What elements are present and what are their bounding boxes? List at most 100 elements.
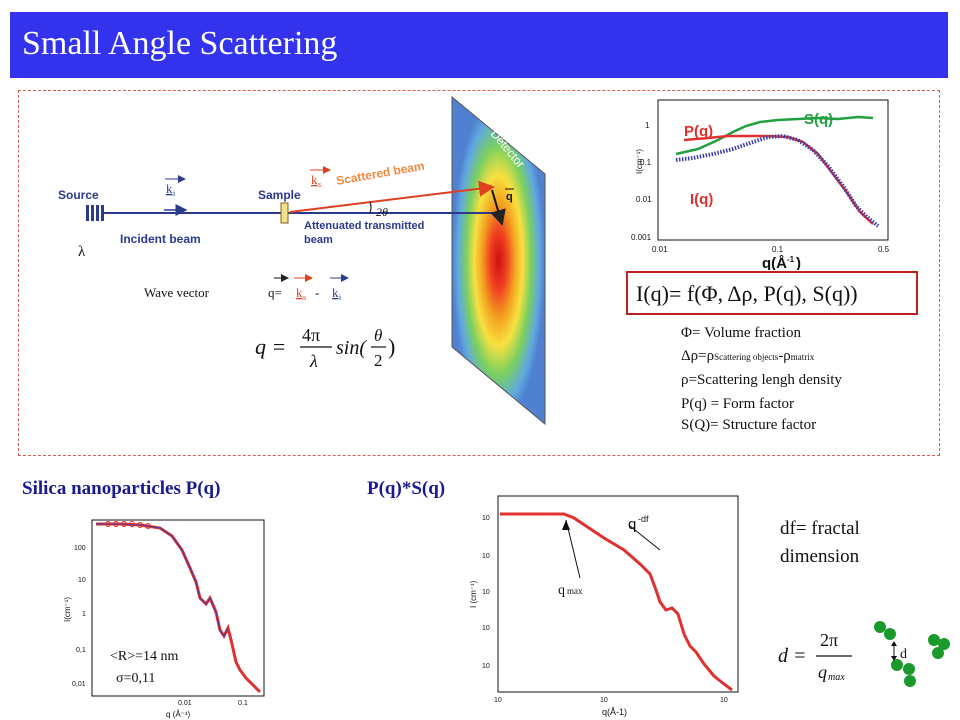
source-icon [86,205,104,221]
svg-text:): ) [388,334,395,359]
pqsq-ytick-1: 10 [482,515,490,522]
silica-fit [96,523,229,637]
silica-xlabel: q (Å⁻¹) [166,710,191,719]
silica-r-label: <R>=14 nm [110,649,179,664]
detector-panel [452,97,545,424]
pqsq-xtick-1: 10 [494,697,502,704]
legend-drho: Δρ=ρScattering objects-ρmatrix [681,348,815,364]
pqsq-ytick-2: 10 [482,553,490,560]
formula-text: I(q)= f(Φ, Δρ, P(q), S(q)) [636,281,858,306]
wave-ks: k [296,285,303,300]
svg-text:): ) [796,255,801,270]
top-xtick-1: 0.01 [652,245,668,254]
qdf-label: q -df [628,514,649,533]
svg-text:s: s [303,293,306,302]
svg-text:sin(: sin( [336,337,367,359]
pqsq-curve [500,512,733,692]
scattered-beam-line [289,180,495,213]
svg-text:s: s [318,180,321,189]
ks-label: k [311,172,318,187]
svg-text:d =: d = [778,645,807,667]
pqsq-ytick-4: 10 [482,625,490,632]
legend-rho: ρ=Scattering lengh density [681,372,842,388]
sample-label: Sample [258,188,301,202]
i-label: I(q) [690,191,713,208]
dashed-frame [18,90,940,456]
legend-pq: P(q) = Form factor [681,396,795,412]
top-ylabel: I(cm⁻¹) [635,149,644,174]
pqsq-chart: I (cm⁻¹) 10 10 10 10 10 10 10 10 q(Å-1) … [469,495,739,717]
svg-text:max: max [828,672,845,683]
silica-ytick-3: 1 [82,611,86,618]
top-xtick-3: 0.5 [878,245,890,254]
silica-ylabel: I(cm⁻¹) [63,597,72,622]
q-vector-arrow [490,189,506,226]
top-ytick-1: 1 [645,121,650,130]
s-curve [675,115,874,156]
svg-text:q: q [628,516,636,533]
top-chart-axes [657,99,889,241]
svg-text:q: q [818,662,827,682]
wave-ki: k [332,285,339,300]
silica-axes [91,519,265,697]
fractal-equation: d = 2π q max [778,630,852,683]
top-ytick-2: 0.1 [640,158,652,167]
pqsq-xlabel: q(Å-1) [602,707,627,717]
attenuated-label-1: Attenuated transmitted [304,220,424,232]
svg-text:q =: q = [255,334,286,359]
silica-ytick-1: 100 [74,545,86,552]
svg-text:2: 2 [374,351,383,370]
silica-points [105,521,151,529]
svg-text:i: i [339,293,342,302]
svg-text:q(Å: q(Å [762,255,787,270]
silica-ytick-5: 0,01 [72,681,86,688]
svg-text:i: i [173,189,176,198]
two-theta-label: 2θ [376,205,388,219]
sample-icon [280,202,289,224]
svg-text:2π: 2π [820,630,838,650]
pqsq-xtick-2: 10 [600,697,608,704]
svg-text:-df: -df [638,514,649,524]
top-xlabel: q(Å -1 ) [762,255,801,270]
pqsq-ytick-3: 10 [482,589,490,596]
i-curve [675,133,880,228]
scattered-beam-label: Scattered beam [335,159,425,188]
silica-ytick-2: 10 [78,577,86,584]
svg-text:-1: -1 [787,255,795,264]
svg-text:-: - [315,285,319,300]
svg-text:λ: λ [309,351,318,371]
legend-sq: S(Q)= Structure factor [681,417,817,433]
incident-beam-label: Incident beam [120,232,201,246]
pqsq-title: P(q)*S(q) [367,478,446,499]
p-label: P(q) [684,123,713,140]
particle-cluster [874,621,950,687]
silica-xtick-1: 0.01 [178,700,192,707]
svg-text:max: max [567,586,583,596]
pqsq-ytick-5: 10 [482,663,490,670]
silica-ytick-4: 0,1 [76,647,86,654]
pqsq-axes [497,495,739,693]
pqsq-ylabel: I (cm⁻¹) [469,580,478,608]
top-chart: I(cm⁻¹) 1 0.1 0.01 0.001 0.01 0.1 0.5 S(… [631,99,890,270]
q-equation: q = 4π λ sin( θ 2 ) [255,325,395,371]
silica-chart: I(cm⁻¹) 100 10 1 0,1 0,01 0.01 0.1 q (Å⁻… [63,519,265,719]
d-label: d [900,647,907,662]
svg-text:θ: θ [374,326,382,345]
top-ytick-4: 0.001 [631,233,652,242]
top-xtick-2: 0.1 [772,245,784,254]
ki-label: k [166,181,173,196]
qmax-label: q max [558,583,583,598]
formula-box: I(q)= f(Φ, Δρ, P(q), S(q)) [626,271,918,315]
pqsq-xtick-3: 10 [720,697,728,704]
qdf-slope-line [629,525,661,551]
q-eq-label: q= [268,285,282,300]
silica-xtick-2: 0.1 [238,700,248,707]
source-label: Source [58,188,99,202]
title-bar: Small Angle Scattering [10,12,948,78]
lambda-label: λ [78,244,86,260]
svg-text:q: q [558,583,565,598]
legend-phi: Φ= Volume fraction [681,325,801,341]
silica-title: Silica nanoparticles P(q) [22,478,221,499]
top-ytick-3: 0.01 [636,195,652,204]
page-title: Small Angle Scattering [22,25,338,62]
